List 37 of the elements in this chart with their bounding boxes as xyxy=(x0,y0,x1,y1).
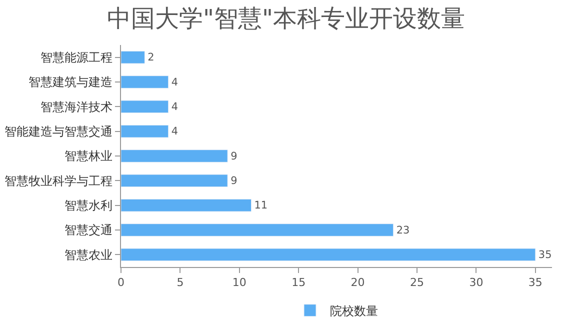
bar xyxy=(121,248,536,262)
y-tick-label: 智慧农业 xyxy=(64,248,113,262)
data-label: 2 xyxy=(148,52,154,64)
bar xyxy=(121,224,394,236)
data-label: 4 xyxy=(171,76,178,88)
x-tick-label: 30 xyxy=(469,276,484,290)
bar xyxy=(121,150,228,162)
chart-title: 中国大学"智慧"本科专业开设数量 xyxy=(106,4,466,33)
x-tick-label: 20 xyxy=(350,276,365,290)
x-tick-label: 35 xyxy=(528,276,542,290)
y-tick-label: 智慧水利 xyxy=(64,198,113,213)
y-tick-label: 智慧牧业科学与工程 xyxy=(4,174,113,188)
bar xyxy=(121,50,145,64)
x-tick-label: 5 xyxy=(176,276,184,290)
x-tick-label: 0 xyxy=(118,276,124,290)
y-tick-label: 智慧林业 xyxy=(64,149,113,164)
bar xyxy=(121,76,169,88)
data-label: 4 xyxy=(171,100,178,113)
legend-label: 院校数量 xyxy=(330,304,378,318)
y-tick-label: 智慧交通 xyxy=(64,223,113,238)
bar xyxy=(121,124,169,138)
y-tick-label: 智慧海洋技术 xyxy=(40,100,113,114)
data-label: 9 xyxy=(230,174,238,187)
y-tick-label: 智能建造与智慧交通 xyxy=(4,124,113,139)
bar xyxy=(121,174,228,188)
y-tick-label: 智慧能源工程 xyxy=(40,50,113,65)
data-label: 9 xyxy=(230,150,238,162)
x-tick-label: 10 xyxy=(232,276,246,290)
y-tick-label: 智慧建筑与建造 xyxy=(28,75,113,90)
x-tick-label: 25 xyxy=(410,276,424,290)
data-label: 11 xyxy=(254,200,268,212)
x-tick-label: 15 xyxy=(292,276,306,290)
bar xyxy=(121,198,252,212)
data-label: 35 xyxy=(538,248,552,261)
bar xyxy=(121,100,169,114)
data-label: 23 xyxy=(396,224,410,236)
data-label: 4 xyxy=(171,126,178,138)
